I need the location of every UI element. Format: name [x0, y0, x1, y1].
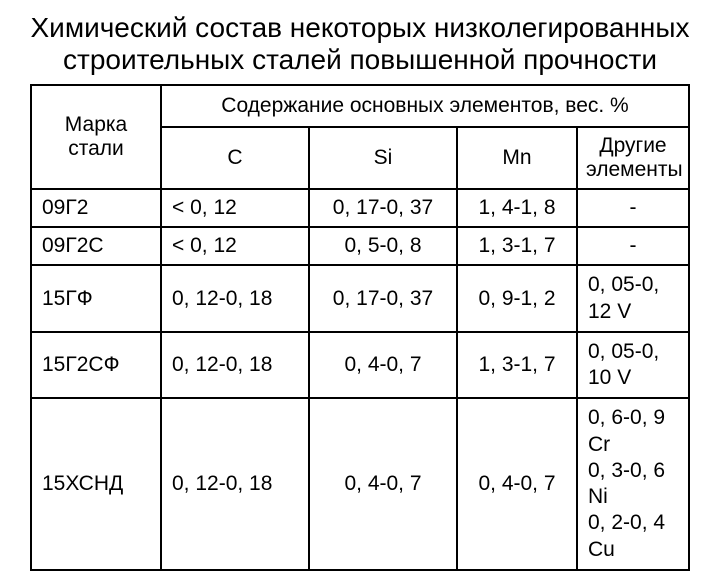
cell-c: < 0, 12 [161, 189, 309, 227]
cell-mn: 1, 3-1, 7 [457, 332, 577, 399]
cell-si: 0, 4-0, 7 [309, 398, 457, 570]
slide-title: Химический состав некоторых низколегиров… [30, 12, 690, 76]
cell-other: 0, 05-0, 10 V [577, 332, 689, 399]
col-header-c: C [161, 127, 309, 189]
steel-grade: 15ХСНД [31, 398, 161, 570]
column-spanner: Содержание основных элементов, вес. % [161, 85, 689, 127]
cell-mn: 0, 4-0, 7 [457, 398, 577, 570]
steel-grade: 09Г2С [31, 227, 161, 265]
col-header-mn: Mn [457, 127, 577, 189]
table-row: 09Г2 < 0, 12 0, 17-0, 37 1, 4-1, 8 - [31, 189, 689, 227]
composition-table: Марка стали Содержание основных элементо… [30, 84, 690, 571]
table-row: 09Г2С < 0, 12 0, 5-0, 8 1, 3-1, 7 - [31, 227, 689, 265]
table-header-row-1: Марка стали Содержание основных элементо… [31, 85, 689, 127]
table-row: 15Г2СФ 0, 12-0, 18 0, 4-0, 7 1, 3-1, 7 0… [31, 332, 689, 399]
cell-mn: 1, 4-1, 8 [457, 189, 577, 227]
col-header-other: Другие элементы [577, 127, 689, 189]
steel-grade: 09Г2 [31, 189, 161, 227]
row-header-label: Марка стали [31, 85, 161, 189]
cell-mn: 1, 3-1, 7 [457, 227, 577, 265]
cell-c: 0, 12-0, 18 [161, 332, 309, 399]
steel-grade: 15ГФ [31, 265, 161, 332]
cell-mn: 0, 9-1, 2 [457, 265, 577, 332]
cell-si: 0, 17-0, 37 [309, 189, 457, 227]
cell-c: 0, 12-0, 18 [161, 265, 309, 332]
slide: Химический состав некоторых низколегиров… [0, 0, 720, 540]
cell-si: 0, 4-0, 7 [309, 332, 457, 399]
cell-other: - [577, 189, 689, 227]
cell-si: 0, 5-0, 8 [309, 227, 457, 265]
cell-other: 0, 05-0, 12 V [577, 265, 689, 332]
steel-grade: 15Г2СФ [31, 332, 161, 399]
cell-other: - [577, 227, 689, 265]
cell-c: 0, 12-0, 18 [161, 398, 309, 570]
cell-c: < 0, 12 [161, 227, 309, 265]
table-row: 15ГФ 0, 12-0, 18 0, 17-0, 37 0, 9-1, 2 0… [31, 265, 689, 332]
col-header-si: Si [309, 127, 457, 189]
cell-si: 0, 17-0, 37 [309, 265, 457, 332]
table-row: 15ХСНД 0, 12-0, 18 0, 4-0, 7 0, 4-0, 7 0… [31, 398, 689, 570]
cell-other: 0, 6-0, 9 Cr0, 3-0, 6 Ni0, 2-0, 4 Cu [577, 398, 689, 570]
